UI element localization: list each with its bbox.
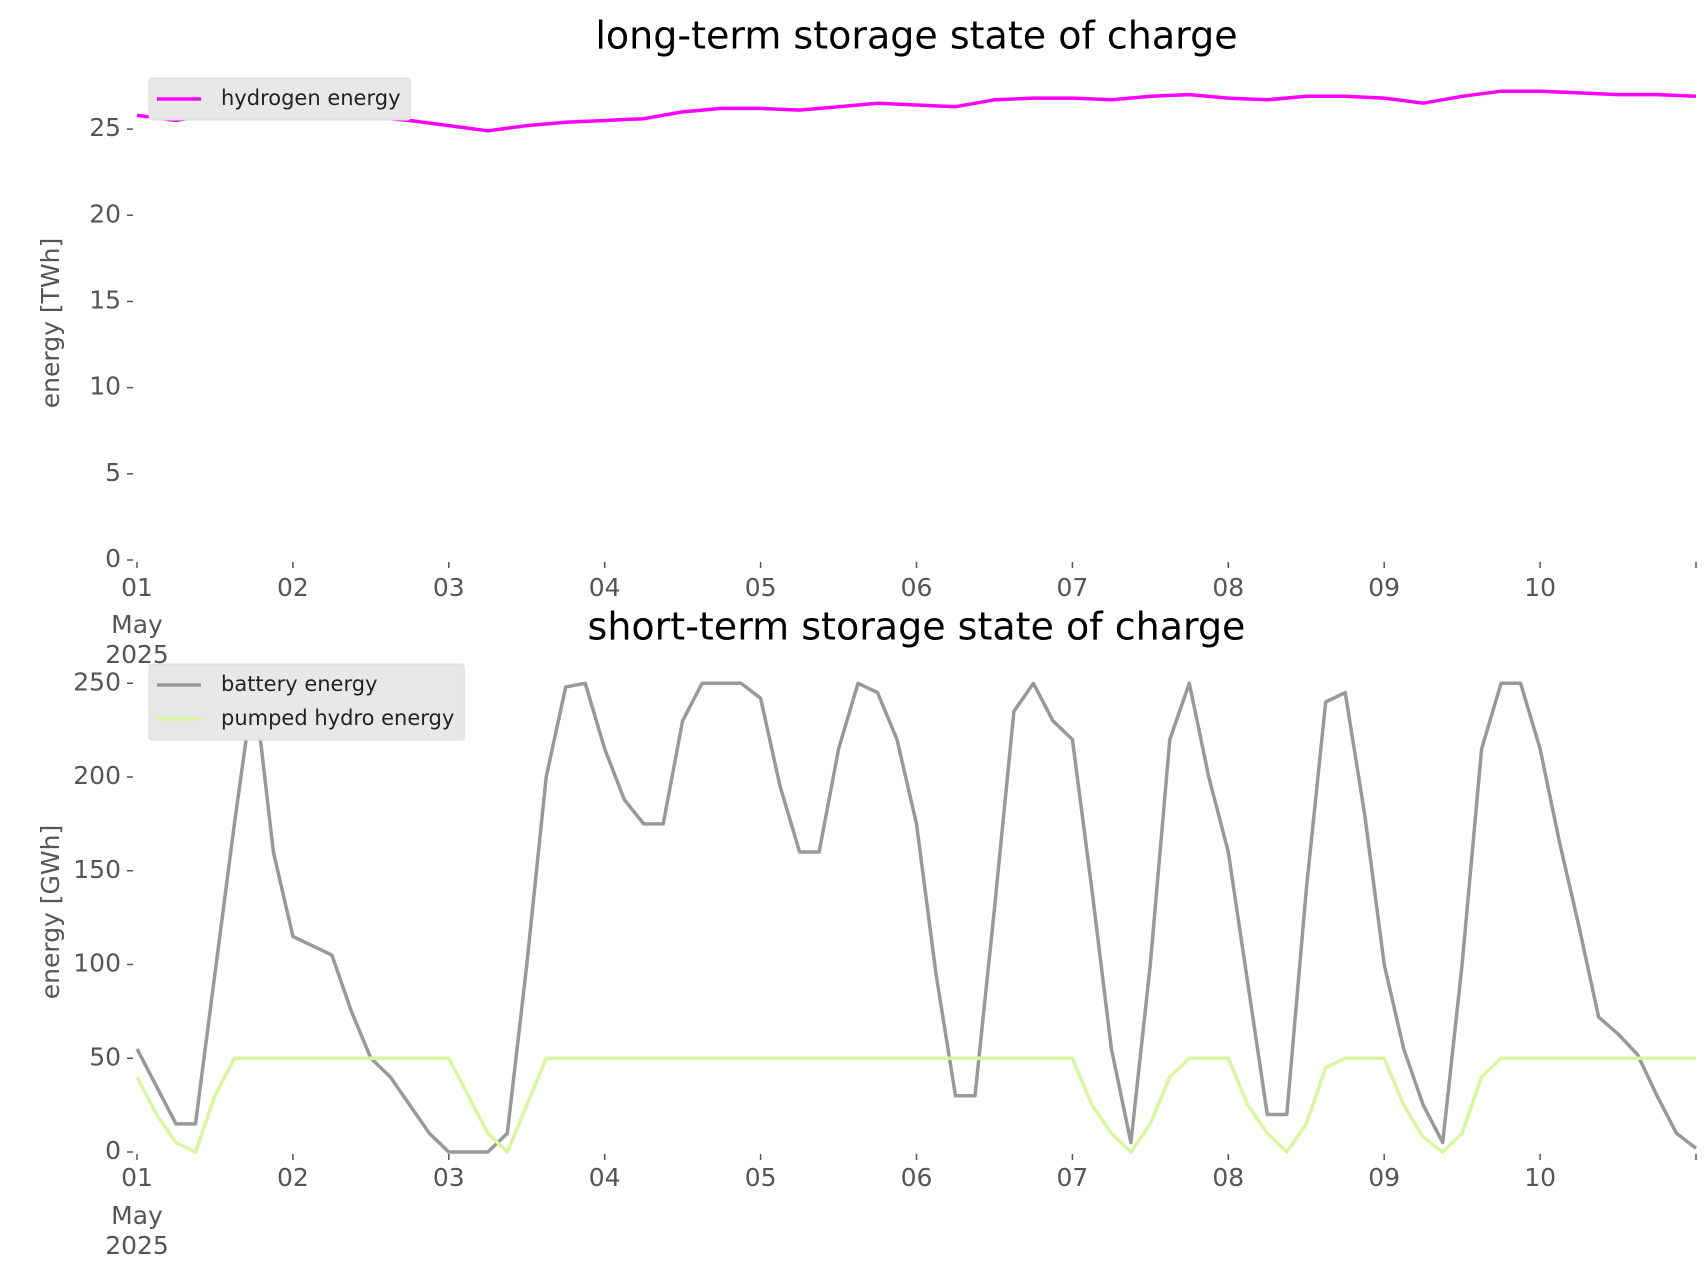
- x-tick-label-line: 01: [121, 573, 153, 602]
- legend-box: [148, 77, 411, 121]
- x-tick-label: 02: [277, 573, 309, 602]
- x-tick-label-line: 02: [277, 573, 309, 602]
- legend-label: battery energy: [221, 672, 378, 696]
- chart-title: short-term storage state of charge: [588, 605, 1246, 649]
- x-tick-label: 05: [745, 573, 777, 602]
- x-tick-label: 10: [1524, 573, 1556, 602]
- x-tick-label: 10: [1524, 1163, 1556, 1192]
- x-tick-label-line: 07: [1056, 573, 1088, 602]
- y-tick-label: 250: [73, 667, 121, 696]
- x-tick-label-line: 10: [1524, 1163, 1556, 1192]
- x-tick-label: 09: [1368, 573, 1400, 602]
- y-tick-label: 50: [89, 1042, 121, 1071]
- y-tick-label: 150: [73, 855, 121, 884]
- x-tick-label: 05: [745, 1163, 777, 1192]
- y-tick-label: 0: [105, 544, 121, 573]
- x-tick-label: 04: [589, 573, 621, 602]
- x-tick-label: 09: [1368, 1163, 1400, 1192]
- y-axis-label: energy [GWh]: [36, 825, 65, 1000]
- x-tick-label: 06: [901, 573, 933, 602]
- y-axis-label: energy [TWh]: [36, 238, 65, 408]
- x-tick-label-line: May: [111, 1201, 163, 1230]
- x-tick-label-line: 03: [433, 573, 465, 602]
- series-line: [135, 681, 1698, 1154]
- legend-box: [148, 663, 465, 741]
- x-tick-label-line: May: [111, 610, 163, 639]
- series-line: [135, 1056, 1696, 1154]
- y-tick-label: 10: [89, 372, 121, 401]
- x-tick-label-line: 06: [901, 573, 933, 602]
- x-tick-label: 01 May 2025: [105, 573, 169, 669]
- x-tick-label-line: 08: [1212, 573, 1244, 602]
- x-tick-label-line: 03: [433, 1163, 465, 1192]
- x-tick-label: 02: [277, 1163, 309, 1192]
- x-tick-label-line: 04: [589, 573, 621, 602]
- x-tick-label: 08: [1212, 573, 1244, 602]
- y-tick-label: 100: [73, 949, 121, 978]
- x-tick-label-line: 10: [1524, 573, 1556, 602]
- x-tick-label-line: 06: [901, 1163, 933, 1192]
- x-tick-label: 07: [1056, 1163, 1088, 1192]
- x-tick-label-line: 05: [745, 573, 777, 602]
- x-tick-label: 06: [901, 1163, 933, 1192]
- x-tick-label: 01 May 2025: [105, 1163, 169, 1260]
- y-tick-label: 0: [105, 1136, 121, 1165]
- legend-label: hydrogen energy: [221, 86, 401, 110]
- x-tick-label: 03: [433, 1163, 465, 1192]
- x-tick-label: 08: [1212, 1163, 1244, 1192]
- x-tick-label-line: 2025: [105, 1231, 169, 1260]
- legend-label: pumped hydro energy: [221, 706, 454, 730]
- x-tick-label-line: 08: [1212, 1163, 1244, 1192]
- x-tick-label: 03: [433, 573, 465, 602]
- x-tick-label: 04: [589, 1163, 621, 1192]
- x-tick-label-line: 01: [121, 1163, 153, 1192]
- y-tick-label: 15: [89, 285, 121, 314]
- chart-title: long-term storage state of charge: [595, 14, 1237, 58]
- x-tick-label-line: 04: [589, 1163, 621, 1192]
- y-tick-label: 20: [89, 199, 121, 228]
- x-tick-label-line: 05: [745, 1163, 777, 1192]
- x-tick-label-line: 07: [1056, 1163, 1088, 1192]
- x-tick-label: 07: [1056, 573, 1088, 602]
- x-tick-label-line: 02: [277, 1163, 309, 1192]
- y-tick-label: 200: [73, 761, 121, 790]
- x-tick-label-line: 09: [1368, 573, 1400, 602]
- y-tick-label: 25: [89, 113, 121, 142]
- x-tick-label-line: 09: [1368, 1163, 1400, 1192]
- y-tick-label: 5: [105, 458, 121, 487]
